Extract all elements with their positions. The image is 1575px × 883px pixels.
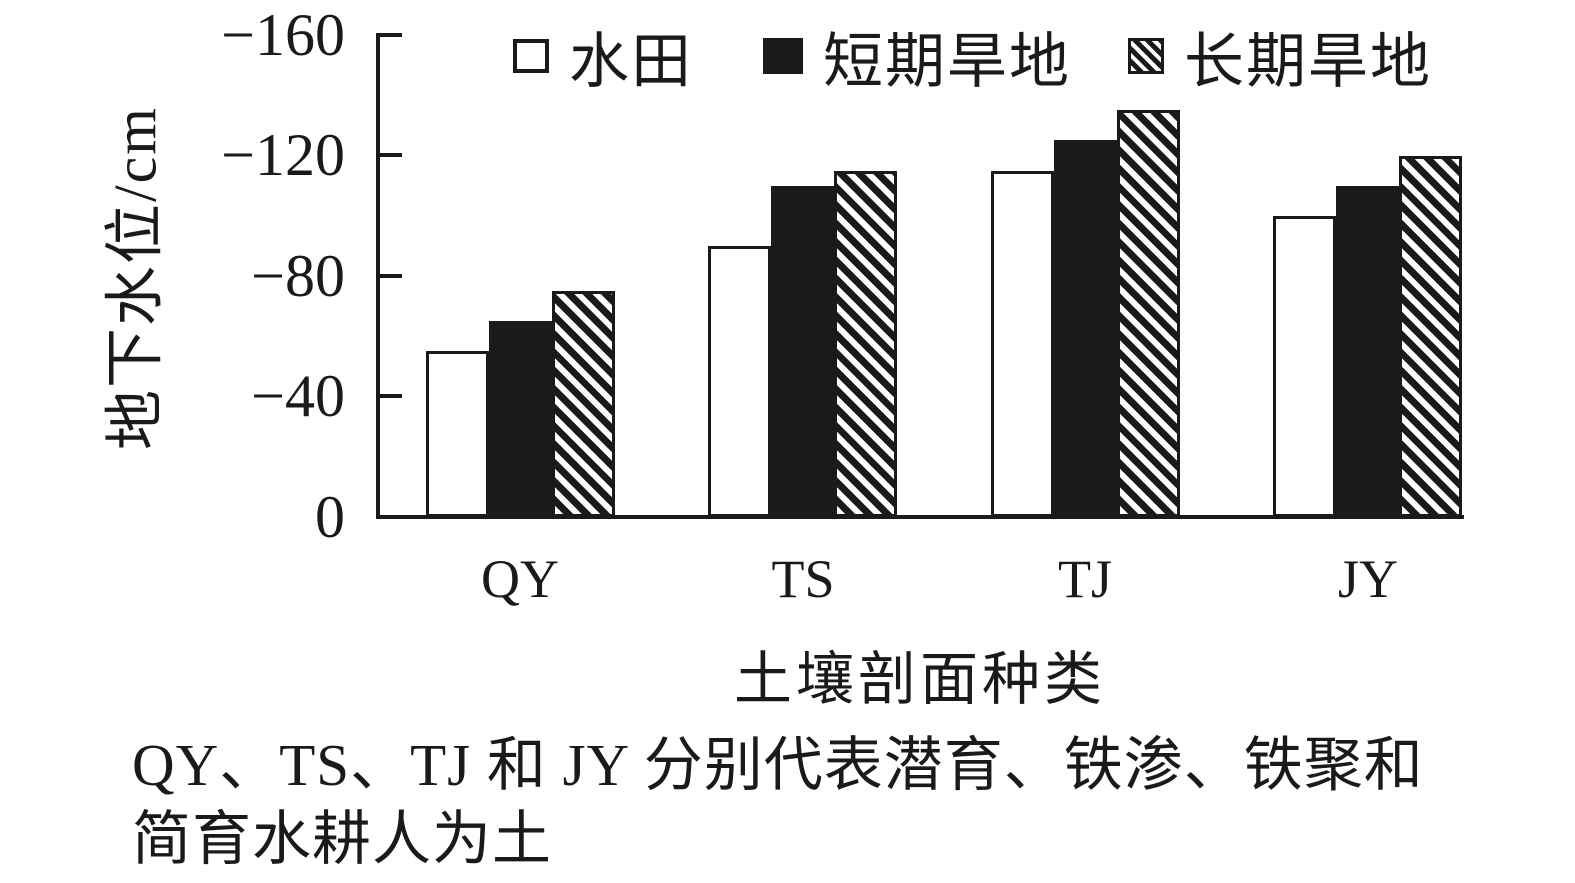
legend-label-long-term-upland: 长期旱地 xyxy=(1184,28,1432,95)
bar-QY-solid xyxy=(488,321,552,517)
caption-line-1: QY、TS、TJ 和 JY 分别代表潜育、铁渗、铁聚和 xyxy=(132,732,1424,798)
x-category-label-ts: TS xyxy=(771,549,835,609)
bar-TS-hatched xyxy=(834,170,897,517)
bar-TJ-open xyxy=(990,170,1054,517)
bar-JY-hatched xyxy=(1399,155,1462,517)
x-category-label-tj: TJ xyxy=(1058,549,1112,609)
x-axis-title: 土壤剖面种类 xyxy=(733,647,1107,712)
bar-TS-open xyxy=(708,245,771,517)
legend-label-paddy-field: 水田 xyxy=(569,28,693,95)
bar-JY-open xyxy=(1273,215,1336,517)
legend-item-long-term-upland: 长期旱地 xyxy=(1128,24,1432,95)
y-axis-line xyxy=(376,33,380,519)
y-tick-mark-40 xyxy=(380,394,402,398)
bar-TS-solid xyxy=(771,185,834,517)
y-tick-label-120: −120 xyxy=(221,122,345,188)
bar-TJ-hatched xyxy=(1116,110,1180,517)
legend-swatch-solid-icon xyxy=(763,38,803,74)
y-tick-label-80: −80 xyxy=(251,243,345,309)
y-tick-mark-160 xyxy=(380,33,402,37)
y-tick-label-160: −160 xyxy=(221,2,345,68)
x-category-label-jy: JY xyxy=(1337,549,1399,609)
caption: QY、TS、TJ 和 JY 分别代表潜育、铁渗、铁聚和 简育水耕人为土 xyxy=(132,728,1424,876)
legend-item-short-term-upland: 短期旱地 xyxy=(763,24,1071,95)
plot-area xyxy=(378,35,1462,517)
y-tick-label-0: 0 xyxy=(315,484,345,550)
legend-swatch-hatched-icon xyxy=(1128,38,1164,74)
bar-JY-solid xyxy=(1336,185,1399,517)
legend-item-paddy-field: 水田 xyxy=(513,24,693,95)
legend-label-short-term-upland: 短期旱地 xyxy=(823,28,1071,95)
x-category-label-qy: QY xyxy=(481,549,559,609)
bar-TJ-solid xyxy=(1053,140,1117,517)
bar-QY-open xyxy=(425,351,489,517)
legend-swatch-open-icon xyxy=(513,39,549,73)
y-tick-mark-80 xyxy=(380,274,402,278)
y-tick-label-40: −40 xyxy=(251,363,345,429)
bar-QY-hatched xyxy=(551,291,615,517)
x-axis-line xyxy=(376,515,1464,519)
caption-line-2: 简育水耕人为土 xyxy=(132,806,553,872)
y-tick-mark-120 xyxy=(380,153,402,157)
